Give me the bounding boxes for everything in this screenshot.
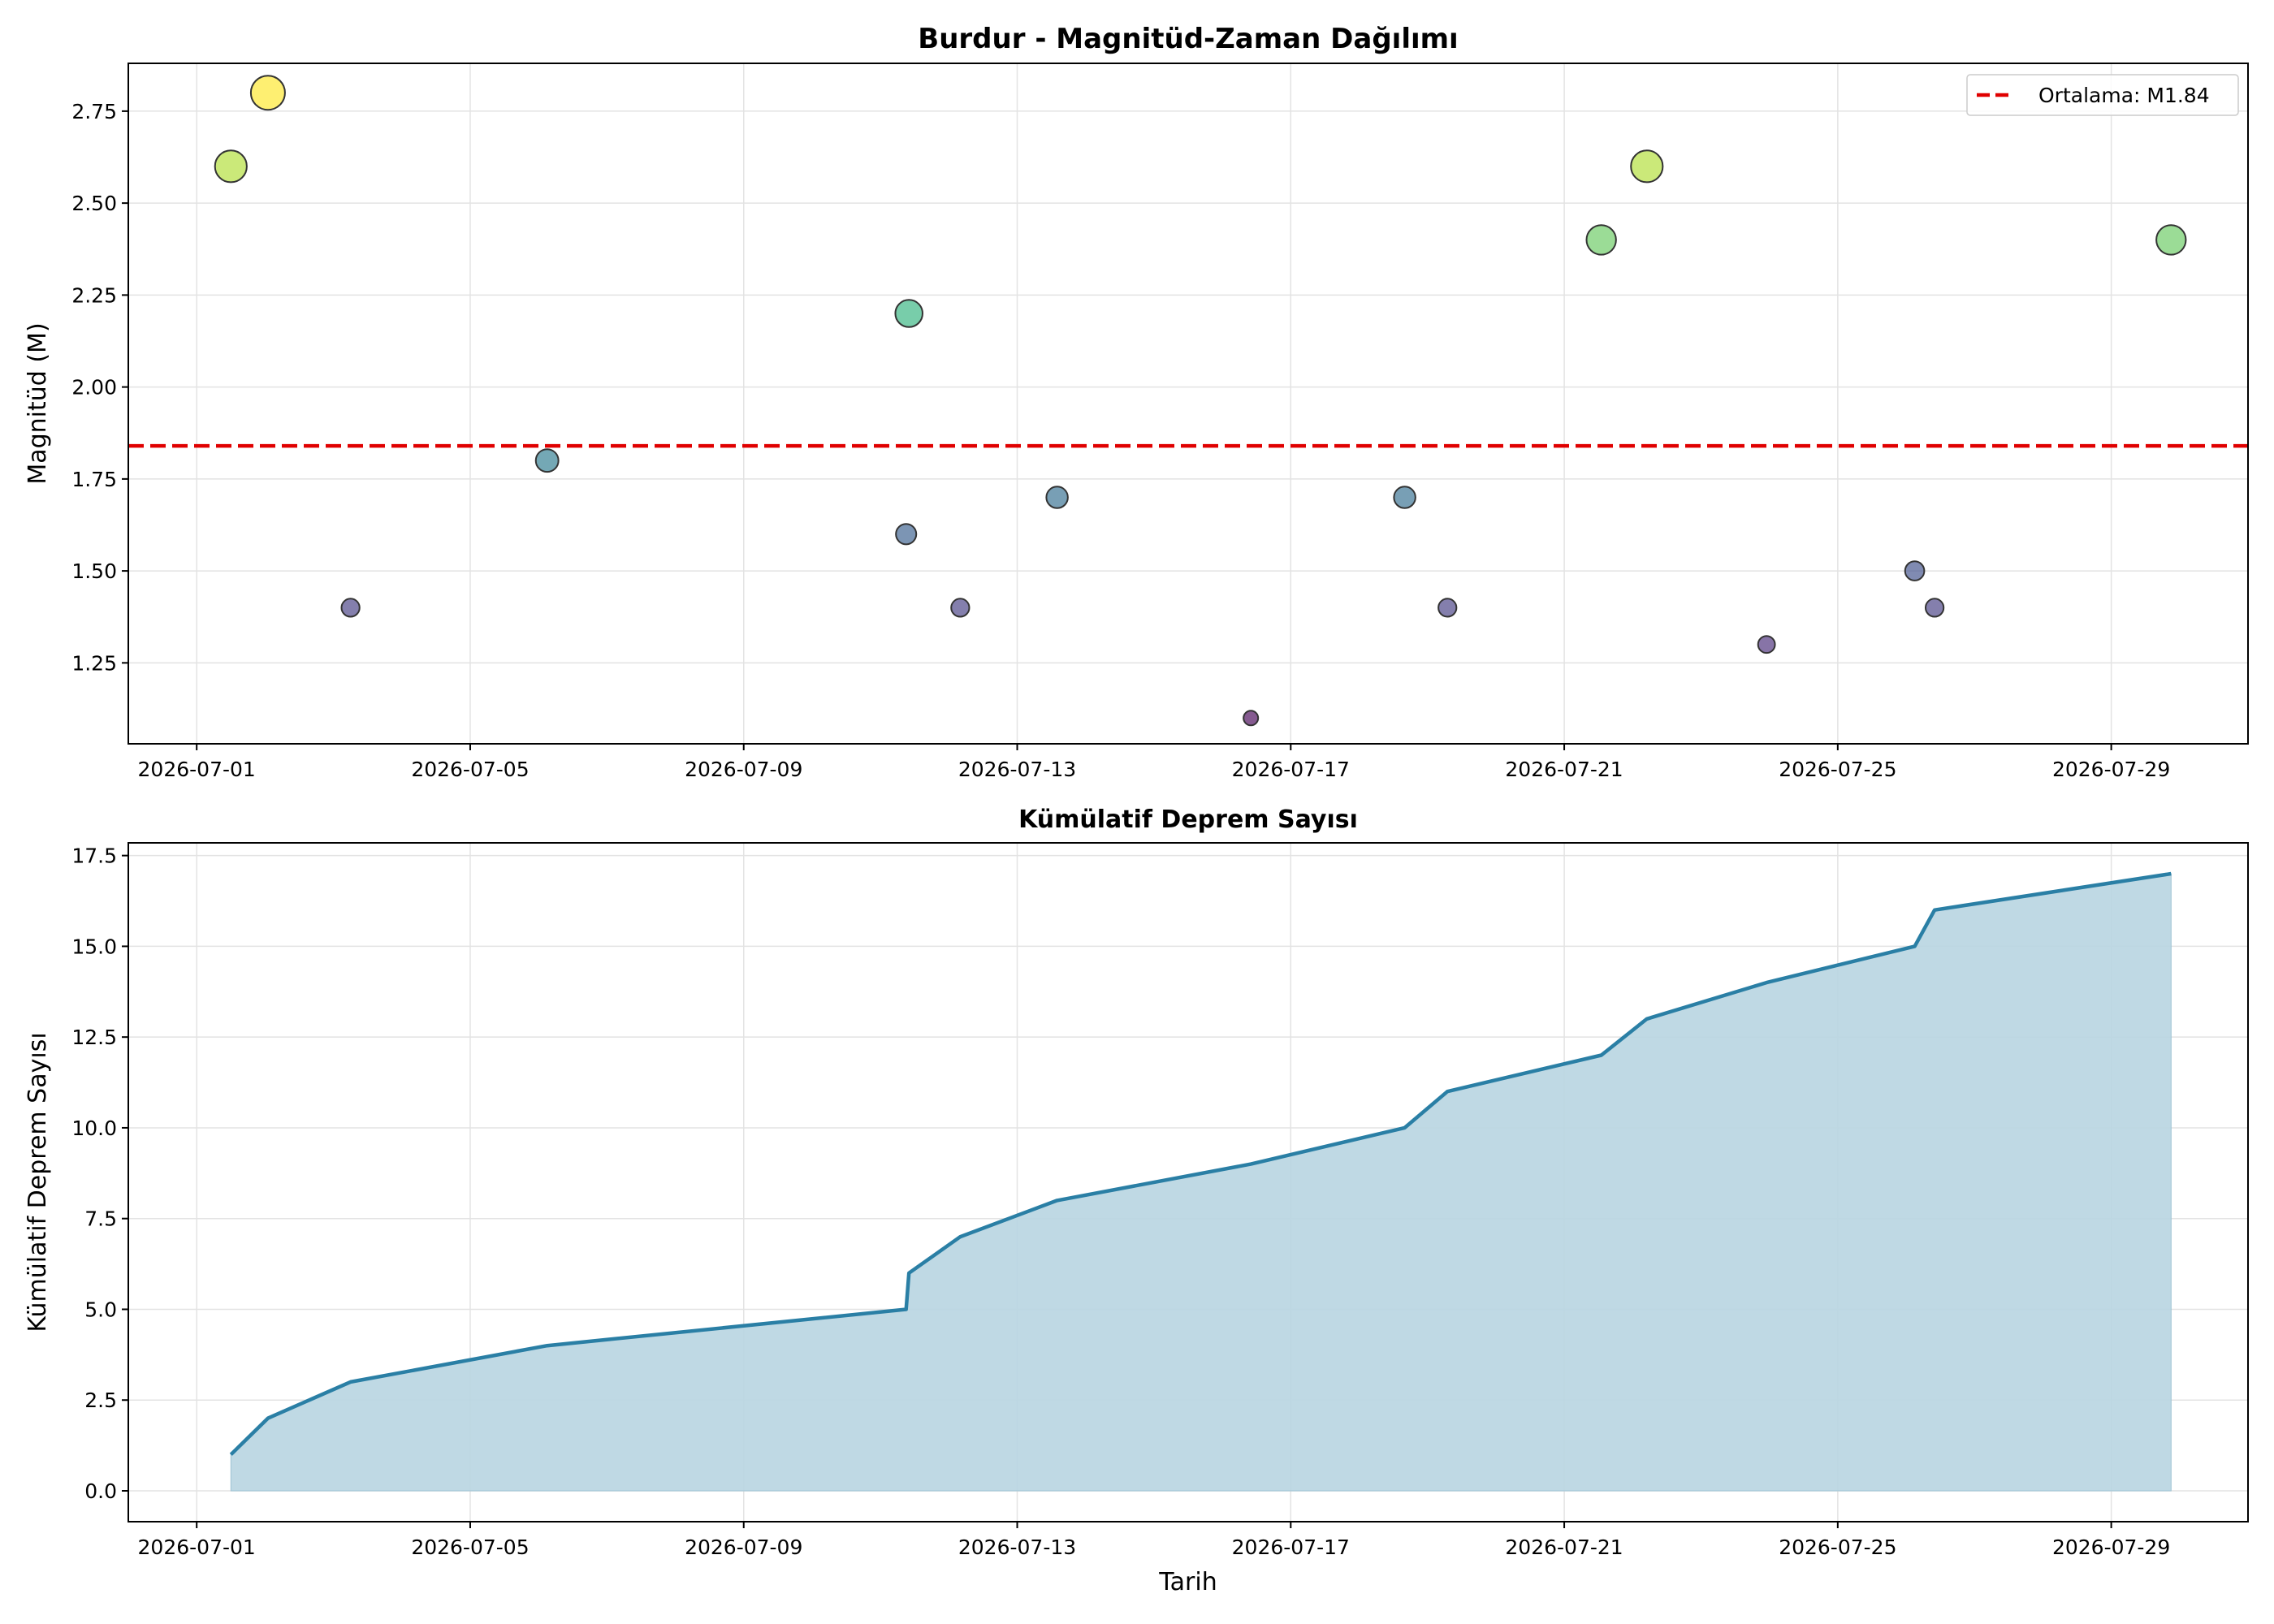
cumulative-y-axis-label: Kümülatif Deprem Sayısı	[24, 1032, 52, 1332]
earthquake-point	[1757, 635, 1776, 654]
cumulative-y-tick-label: 15.0	[71, 935, 117, 958]
cumulative-y-tick-label: 2.5	[84, 1389, 117, 1412]
earthquake-point	[1045, 486, 1069, 509]
earthquake-point	[1393, 486, 1416, 509]
magnitude-legend: Ortalama: M1.84	[1966, 74, 2239, 116]
cumulative-x-tick-label: 2026-07-09	[685, 1535, 802, 1559]
magnitude-y-tick-label: 2.75	[71, 100, 117, 123]
magnitude-x-tick-label: 2026-07-29	[2052, 758, 2170, 781]
cumulative-x-axis-label: Tarih	[1158, 1568, 1217, 1596]
magnitude-x-tick-label: 2026-07-09	[685, 758, 802, 781]
cumulative-y-tick-label: 0.0	[84, 1479, 117, 1503]
cumulative-count-panel: Kümülatif Deprem Sayısı 2026-07-01 2026-0…	[24, 806, 2249, 1596]
magnitude-x-tick-label: 2026-07-01	[138, 758, 256, 781]
cumulative-x-tick-label: 2026-07-21	[1505, 1535, 1623, 1559]
magnitude-y-tick-label: 1.75	[71, 468, 117, 491]
earthquake-point	[1630, 149, 1664, 184]
earthquake-point	[534, 448, 560, 473]
magnitude-y-tick-label: 1.25	[71, 651, 117, 675]
magnitude-x-tick-label: 2026-07-17	[1232, 758, 1350, 781]
magnitude-y-tick-label: 2.25	[71, 283, 117, 307]
magnitude-grid	[128, 63, 2248, 744]
magnitude-x-tick-label: 2026-07-13	[958, 758, 1076, 781]
earthquake-point	[1437, 598, 1458, 618]
magnitude-x-tick-label: 2026-07-25	[1779, 758, 1896, 781]
cumulative-x-tick-label: 2026-07-17	[1232, 1535, 1350, 1559]
earthquake-point	[214, 149, 248, 184]
cumulative-chart-title: Kümülatif Deprem Sayısı	[1018, 806, 1358, 834]
cumulative-x-tick-label: 2026-07-05	[411, 1535, 529, 1559]
magnitude-x-tick-label: 2026-07-21	[1505, 758, 1623, 781]
magnitude-points	[214, 75, 2187, 727]
magnitude-time-panel: Burdur - Magnitüd-Zaman Dağılımı 2026-07…	[24, 23, 2249, 781]
magnitude-chart-title: Burdur - Magnitüd-Zaman Dağılımı	[918, 23, 1458, 55]
cumulative-line	[229, 871, 2172, 1456]
magnitude-plot-frame	[128, 63, 2249, 745]
cumulative-y-tick-label: 7.5	[84, 1207, 117, 1231]
earthquake-point	[895, 523, 918, 546]
earthquake-point	[249, 75, 286, 111]
cumulative-x-tick-label: 2026-07-25	[1779, 1535, 1896, 1559]
magnitude-y-ticks: 1.25 1.50 1.75 2.00 2.25 2.50 2.75	[71, 100, 128, 675]
magnitude-y-axis-label: Magnitüd (M)	[24, 322, 52, 484]
cumulative-plot-frame	[128, 842, 2249, 1522]
earthquake-point	[950, 598, 971, 618]
legend-mean-label: Ortalama: M1.84	[2038, 84, 2210, 107]
cumulative-x-tick-label: 2026-07-29	[2052, 1535, 2170, 1559]
magnitude-x-tick-label: 2026-07-05	[411, 758, 529, 781]
legend-box	[1966, 74, 2239, 116]
magnitude-y-tick-label: 2.00	[71, 376, 117, 400]
earthquake-point	[894, 299, 923, 328]
magnitude-y-tick-label: 2.50	[71, 192, 117, 215]
earthquake-point	[1924, 598, 1945, 618]
cumulative-x-tick-label: 2026-07-13	[958, 1535, 1076, 1559]
cumulative-y-tick-label: 12.5	[71, 1026, 117, 1049]
magnitude-y-tick-label: 1.50	[71, 559, 117, 583]
cumulative-y-tick-label: 5.0	[84, 1298, 117, 1321]
cumulative-x-tick-label: 2026-07-01	[138, 1535, 256, 1559]
cumulative-y-ticks: 0.0 2.5 5.0 7.5 10.0 12.5 15.0 17.5	[71, 844, 128, 1503]
earthquake-point	[1904, 560, 1926, 581]
earthquake-point	[2155, 224, 2187, 256]
cumulative-y-tick-label: 17.5	[71, 844, 117, 868]
earthquake-point	[1243, 710, 1260, 727]
earthquake-point	[1585, 224, 1617, 256]
cumulative-y-tick-label: 10.0	[71, 1116, 117, 1140]
magnitude-x-ticks: 2026-07-01 2026-07-05 2026-07-09 2026-07-13…	[138, 744, 2170, 781]
earthquake-point	[340, 598, 361, 618]
cumulative-x-ticks: 2026-07-01 2026-07-05 2026-07-09 2026-07-13…	[138, 1522, 2170, 1559]
